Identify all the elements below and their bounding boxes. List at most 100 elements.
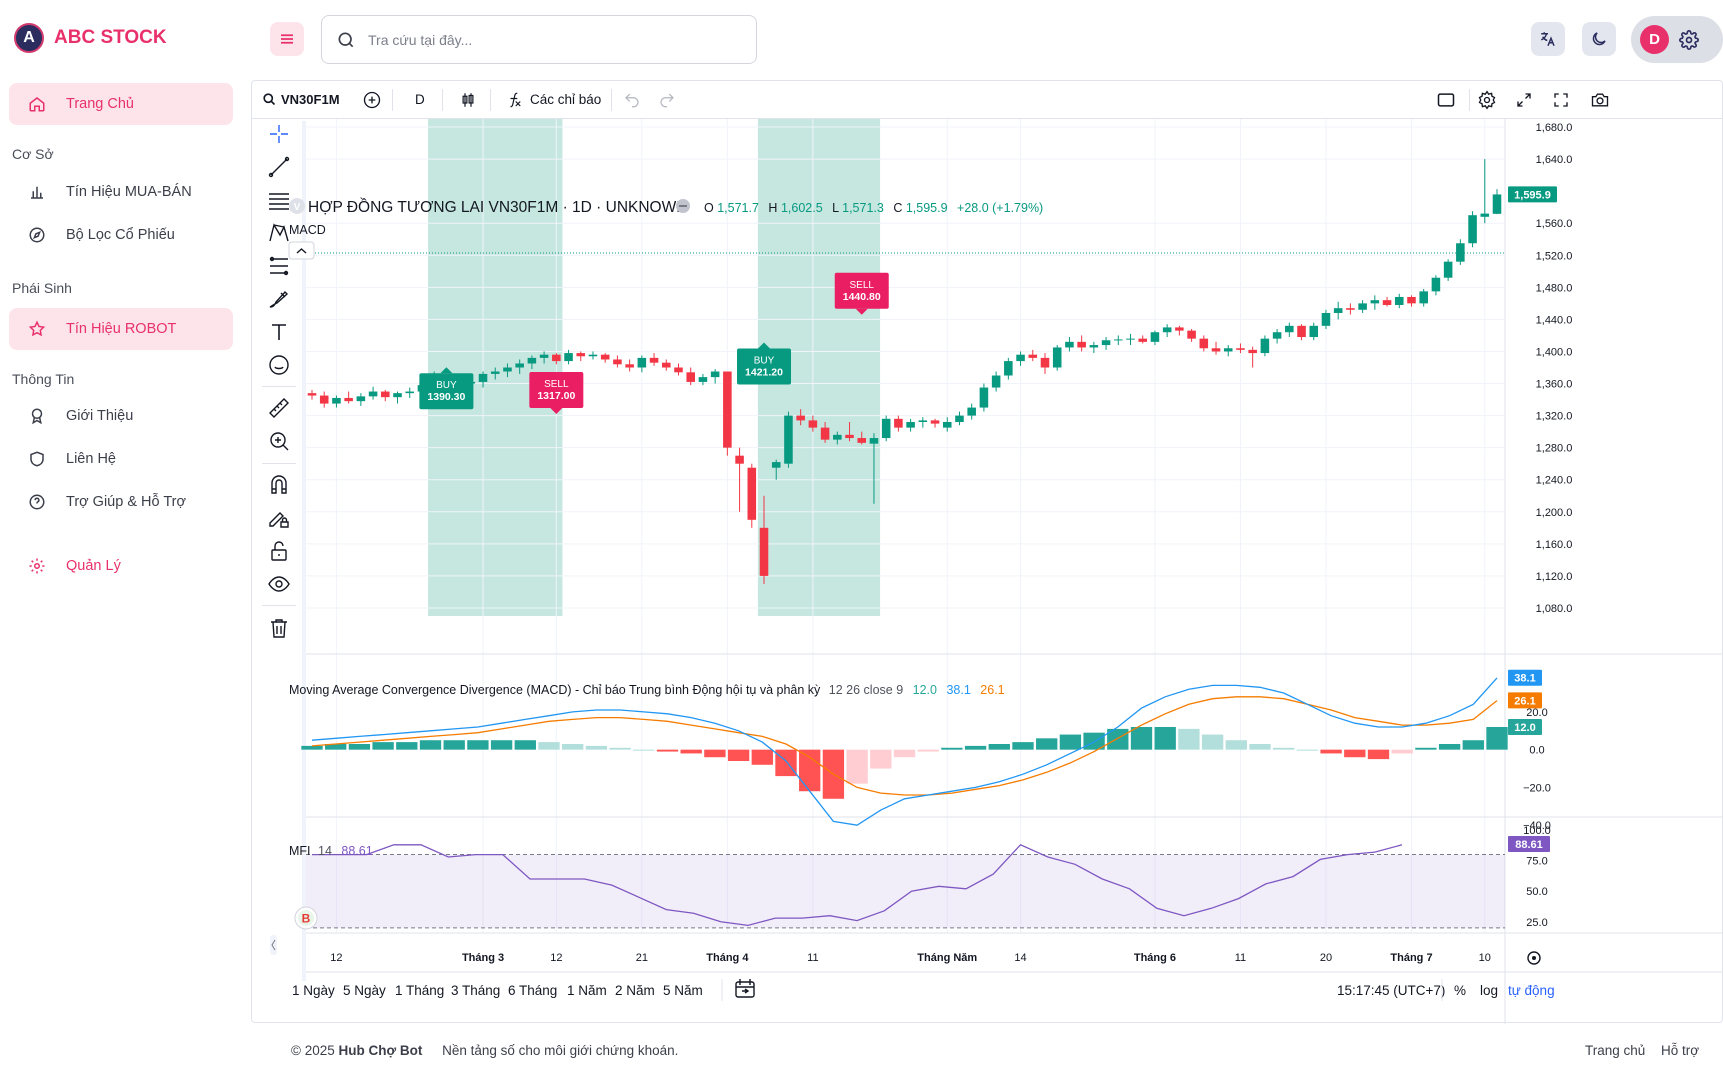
translate-button[interactable] (1531, 22, 1565, 56)
price-tick: 1,360.0 (1536, 379, 1573, 391)
layout-button[interactable] (1436, 81, 1456, 119)
high-label: H (768, 201, 777, 215)
sidebar-item-label: Tín Hiệu MUA-BÁN (66, 184, 192, 200)
macd-line (311, 677, 1498, 826)
price-tick: 1,440.0 (1536, 314, 1573, 326)
sidebar-item-about[interactable]: Giới Thiệu (9, 395, 233, 437)
footer-support-link[interactable]: Hỗ trợ (1661, 1043, 1700, 1058)
macd-hist-bar (799, 749, 821, 792)
range-button[interactable]: 6 Tháng (508, 983, 557, 998)
range-button[interactable]: 5 Năm (663, 983, 703, 998)
time-tick: 12 (550, 952, 562, 964)
redo-button[interactable] (658, 81, 676, 119)
candle (552, 353, 561, 365)
collapse-legend-button[interactable] (288, 241, 315, 260)
crosshair-tool[interactable] (266, 121, 292, 147)
search-input[interactable] (368, 31, 728, 48)
candle (1187, 329, 1196, 342)
time-tick: Tháng 6 (1134, 952, 1176, 964)
candle (1370, 295, 1380, 310)
sidebar-item-label: Tín Hiệu ROBOT (66, 321, 177, 337)
screenshot-button[interactable] (1590, 81, 1610, 119)
auto-toggle[interactable]: tự động (1508, 983, 1555, 998)
brush-icon (269, 290, 289, 308)
maximize-button[interactable] (1552, 81, 1570, 119)
symbol-search-button[interactable]: VN30F1M (262, 81, 340, 119)
range-button[interactable]: 2 Năm (615, 983, 655, 998)
macd-hist-bar (846, 749, 868, 784)
emoji-tool[interactable] (266, 352, 292, 378)
trendline-tool[interactable] (266, 154, 292, 180)
date-range-button[interactable] (735, 979, 755, 998)
footer-home-link[interactable]: Trang chủ (1585, 1043, 1646, 1058)
time-tick: 12 (330, 952, 342, 964)
range-button[interactable]: 1 Ngày (292, 983, 335, 998)
reset-scale-button[interactable] (1527, 951, 1541, 965)
sidebar-item-admin[interactable]: Quản Lý (9, 545, 233, 587)
unlock-tool[interactable] (266, 538, 292, 564)
log-toggle[interactable]: log (1480, 983, 1498, 998)
candle (1138, 335, 1147, 344)
visibility-tool[interactable] (266, 571, 292, 597)
horizontal-lines-tool[interactable] (266, 187, 292, 213)
undo-button[interactable] (623, 81, 641, 119)
macd-hist-bar (396, 742, 418, 750)
macd-value-tag: 38.1 (1514, 673, 1535, 685)
range-button[interactable]: 1 Tháng (395, 983, 444, 998)
brush-tool[interactable] (266, 286, 292, 312)
magnet-tool[interactable] (266, 472, 292, 498)
candle (1089, 341, 1099, 354)
footer-brand[interactable]: Hub Chợ Bot (338, 1043, 423, 1058)
user-menu[interactable]: D (1631, 16, 1723, 63)
text-tool[interactable] (266, 319, 292, 345)
fullscreen-button[interactable] (1515, 81, 1533, 119)
sidebar-item-filter[interactable]: Bộ Lọc Cổ Phiếu (9, 214, 233, 256)
macd-hist-bar (1344, 749, 1366, 758)
candle (1443, 259, 1453, 281)
home-icon (29, 97, 45, 112)
collapse-pane-handle[interactable] (270, 935, 277, 955)
logo[interactable]: A ABC STOCK (14, 23, 167, 53)
mfi-param: 14 (318, 844, 332, 858)
percent-toggle[interactable]: % (1454, 983, 1466, 998)
candles-icon (462, 92, 474, 107)
range-button[interactable]: 3 Tháng (451, 983, 500, 998)
price-tick: 1,120.0 (1536, 571, 1573, 583)
fib-tool[interactable] (266, 253, 292, 279)
logo-text: ABC STOCK (54, 27, 167, 48)
search-icon (338, 32, 354, 47)
chart-type-button[interactable] (459, 81, 477, 119)
interval-button[interactable]: D (415, 81, 425, 119)
time-tick: Tháng Năm (917, 952, 977, 964)
zoom-tool[interactable] (266, 428, 292, 454)
macd-hist-bar (562, 744, 584, 750)
compare-button[interactable] (362, 81, 382, 119)
macd-title: Moving Average Convergence Divergence (M… (289, 683, 821, 697)
indicators-button[interactable]: Các chỉ báo (506, 81, 601, 119)
sidebar-item-help[interactable]: Trợ Giúp & Hỗ Trợ (9, 481, 233, 523)
sidebar-item-robot[interactable]: Tín Hiệu ROBOT (9, 308, 233, 350)
menu-toggle-button[interactable] (270, 22, 304, 56)
range-button[interactable]: 5 Ngày (343, 983, 386, 998)
sidebar-item-home[interactable]: Trang Chủ (9, 83, 233, 125)
ruler-tool[interactable] (266, 395, 292, 421)
candle (1040, 353, 1050, 374)
range-button[interactable]: 1 Năm (567, 983, 607, 998)
delete-tool[interactable] (266, 615, 292, 641)
pattern-tool[interactable] (266, 220, 292, 246)
candle (796, 409, 805, 426)
candle (332, 395, 341, 408)
gear-icon[interactable] (1679, 29, 1699, 50)
sidebar-item-signals[interactable]: Tín Hiệu MUA-BÁN (9, 171, 233, 213)
sidebar-item-contact[interactable]: Liên Hệ (9, 438, 233, 480)
dark-mode-button[interactable] (1582, 22, 1616, 56)
mfi-line (312, 844, 1403, 927)
macd-hist-bar (1130, 727, 1153, 750)
lock-drawing-tool[interactable] (266, 505, 292, 531)
chart-settings-button[interactable] (1477, 81, 1497, 119)
